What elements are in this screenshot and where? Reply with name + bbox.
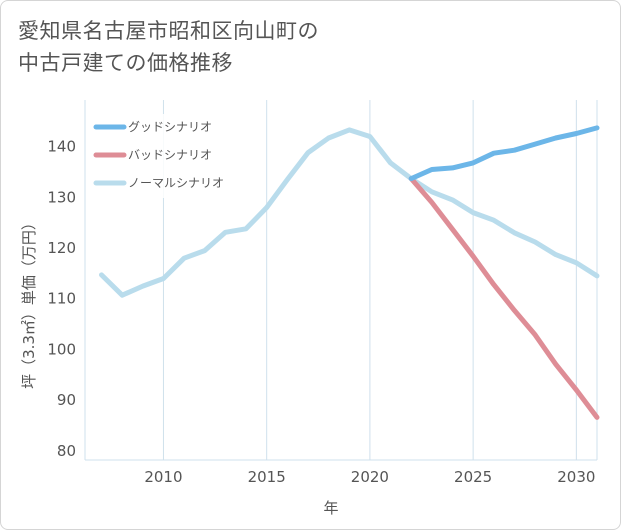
y-tick-label: 80 bbox=[57, 442, 76, 460]
x-axis-ticks: 2010 2015 2020 2025 2030 bbox=[144, 468, 595, 486]
y-tick-label: 100 bbox=[47, 340, 76, 358]
x-tick-label: 2010 bbox=[144, 468, 182, 486]
series-line-1 bbox=[408, 176, 600, 420]
series-line-0 bbox=[408, 125, 600, 182]
y-tick-label: 90 bbox=[57, 391, 76, 409]
series-layer bbox=[99, 125, 600, 420]
grid bbox=[84, 100, 598, 461]
series-line-2 bbox=[99, 127, 600, 298]
x-tick-label: 2030 bbox=[557, 468, 595, 486]
x-tick-label: 2015 bbox=[248, 468, 286, 486]
legend-label: グッドシナリオ bbox=[128, 120, 212, 134]
y-tick-label: 140 bbox=[47, 138, 76, 156]
y-tick-label: 130 bbox=[47, 188, 76, 206]
x-axis-label: 年 bbox=[323, 499, 338, 517]
x-tick-label: 2025 bbox=[454, 468, 492, 486]
legend-label: バッドシナリオ bbox=[128, 148, 212, 162]
chart-title: 愛知県名古屋市昭和区向山町の 中古戸建ての価格推移 bbox=[18, 15, 319, 79]
y-axis-ticks: 80 90 100 110 120 130 140 bbox=[47, 138, 76, 460]
y-tick-label: 110 bbox=[47, 290, 76, 308]
title-line-1: 愛知県名古屋市昭和区向山町の bbox=[18, 19, 319, 43]
title-line-2: 中古戸建ての価格推移 bbox=[18, 51, 233, 75]
y-axis-label: 坪（3.3㎡）単価（万円） bbox=[20, 215, 38, 389]
x-tick-label: 2020 bbox=[351, 468, 389, 486]
legend-label: ノーマルシナリオ bbox=[128, 176, 224, 190]
y-tick-label: 120 bbox=[47, 239, 76, 257]
